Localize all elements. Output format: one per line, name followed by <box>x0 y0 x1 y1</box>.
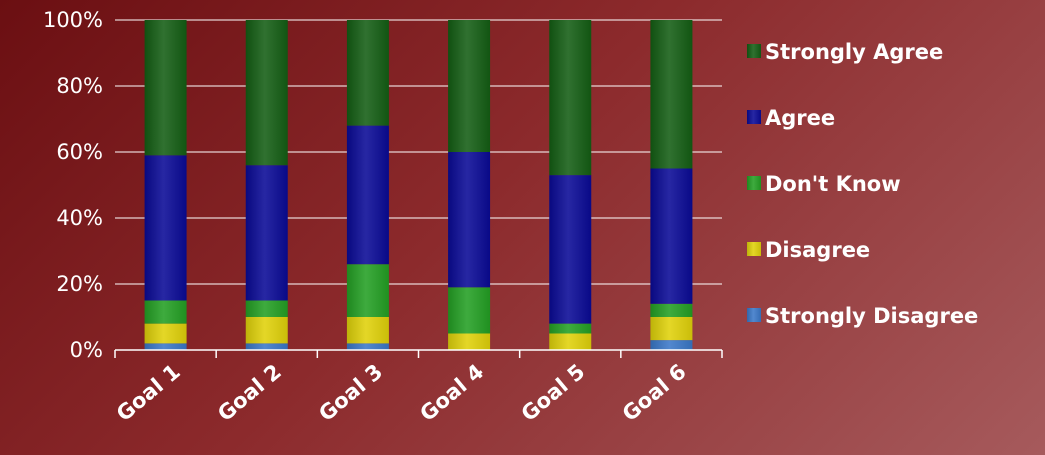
legend-label: Agree <box>765 106 835 130</box>
bar-segment <box>549 20 592 176</box>
x-axis <box>114 349 723 358</box>
legend-item: Strongly Agree <box>747 40 943 64</box>
bar-segment <box>650 20 693 169</box>
bar-segment <box>448 20 491 152</box>
bar-segment <box>346 264 389 317</box>
bar-segment <box>245 343 288 350</box>
x-category-label: Goal 2 <box>213 359 286 426</box>
bar-segment <box>650 168 693 304</box>
bar-series-group <box>144 20 693 350</box>
legend-swatch <box>747 308 761 322</box>
x-category-label: Goal 6 <box>618 359 691 426</box>
y-axis-tick-labels: 0% 20% 40% 60% 80% 100% <box>43 8 103 362</box>
bar-segment <box>144 323 187 344</box>
legend-item: Strongly Disagree <box>747 304 978 328</box>
legend-item: Disagree <box>747 238 870 262</box>
x-category-label: Goal 1 <box>112 359 185 426</box>
bar-segment <box>346 343 389 350</box>
legend-item: Agree <box>747 106 835 130</box>
bar-segment <box>650 340 693 350</box>
y-tick-label: 60% <box>56 140 103 164</box>
legend-label: Strongly Disagree <box>765 304 978 328</box>
legend: Strongly Agree Agree Don't Know Disagree Str… <box>747 40 978 328</box>
bar-segment <box>346 125 389 265</box>
bar-segment <box>448 152 491 288</box>
y-tick-label: 20% <box>56 272 103 296</box>
bar-segment <box>144 343 187 350</box>
bar-segment <box>650 303 693 317</box>
x-category-label: Goal 4 <box>415 359 488 426</box>
y-tick-label: 80% <box>56 74 103 98</box>
bar-segment <box>245 317 288 344</box>
bar-segment <box>549 175 592 324</box>
bar-segment <box>144 20 187 156</box>
legend-label: Strongly Agree <box>765 40 943 64</box>
x-category-label: Goal 3 <box>314 359 387 426</box>
bar-segment <box>245 165 288 301</box>
bar-segment <box>144 300 187 324</box>
bar-segment <box>245 20 288 166</box>
legend-swatch <box>747 242 761 256</box>
bar-segment <box>245 300 288 317</box>
bar-segment <box>346 20 389 126</box>
bar-segment <box>448 333 491 350</box>
y-tick-label: 40% <box>56 206 103 230</box>
bar-segment <box>448 287 491 334</box>
bar-segment <box>549 323 592 334</box>
legend-label: Disagree <box>765 238 870 262</box>
legend-item: Don't Know <box>747 172 901 196</box>
x-axis-category-labels: Goal 1 Goal 2 Goal 3 Goal 4 Goal 5 Goal 6 <box>112 359 691 426</box>
bar-segment <box>346 317 389 344</box>
bar-segment <box>549 333 592 350</box>
bar-segment <box>144 155 187 301</box>
y-tick-label: 100% <box>43 8 103 32</box>
legend-swatch <box>747 44 761 58</box>
bar-segment <box>650 317 693 341</box>
x-category-label: Goal 5 <box>517 359 590 426</box>
legend-swatch <box>747 110 761 124</box>
gridlines <box>115 19 722 285</box>
y-tick-label: 0% <box>70 338 103 362</box>
legend-swatch <box>747 176 761 190</box>
legend-label: Don't Know <box>765 172 901 196</box>
